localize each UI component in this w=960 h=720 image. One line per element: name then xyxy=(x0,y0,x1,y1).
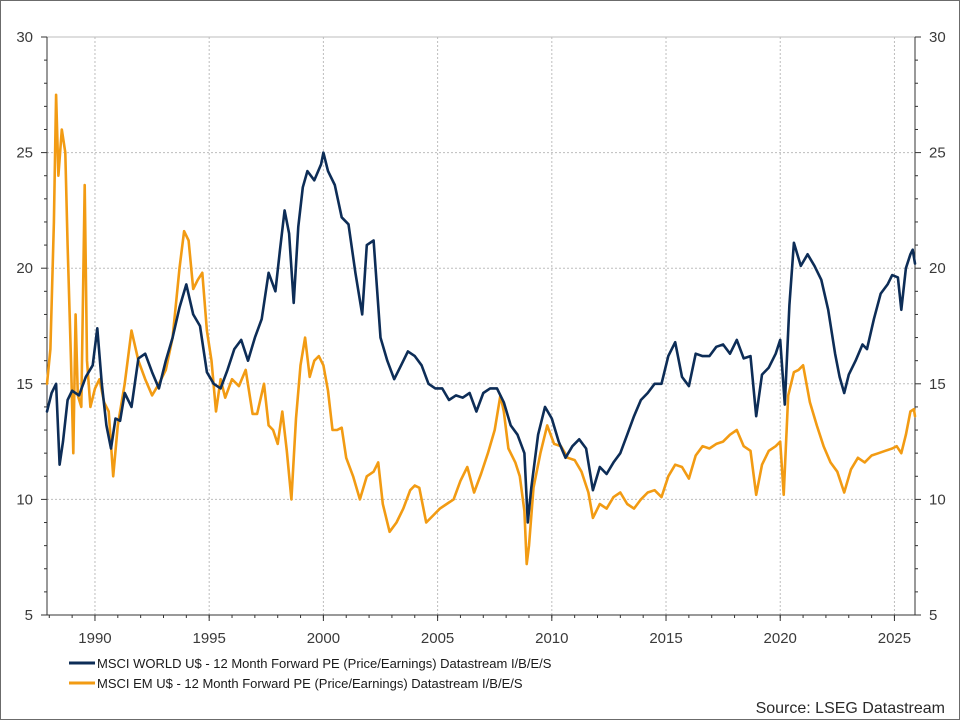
legend-label-em: MSCI EM U$ - 12 Month Forward PE (Price/… xyxy=(97,676,523,691)
x-tick-label: 2015 xyxy=(649,630,682,647)
y-tick-label-right: 5 xyxy=(929,607,937,624)
y-tick-label-right: 20 xyxy=(929,260,946,277)
x-tick-label: 2025 xyxy=(878,630,911,647)
y-tick-label-left: 10 xyxy=(16,491,33,508)
x-tick-label: 2020 xyxy=(764,630,797,647)
y-tick-label-left: 15 xyxy=(16,376,33,393)
legend-label-world: MSCI WORLD U$ - 12 Month Forward PE (Pri… xyxy=(97,656,552,671)
y-tick-label-left: 5 xyxy=(25,607,33,624)
series-line-em xyxy=(45,93,917,566)
source-label: Source: LSEG Datastream xyxy=(756,700,945,717)
y-tick-label-left: 30 xyxy=(16,29,33,46)
y-tick-label-left: 20 xyxy=(16,260,33,277)
legend: MSCI WORLD U$ - 12 Month Forward PE (Pri… xyxy=(69,656,552,691)
x-tick-label: 2005 xyxy=(421,630,454,647)
y-tick-label-right: 10 xyxy=(929,491,946,508)
series-line-world xyxy=(45,151,917,524)
y-tick-label-right: 15 xyxy=(929,376,946,393)
y-tick-label-right: 30 xyxy=(929,29,946,46)
x-tick-label: 2000 xyxy=(307,630,340,647)
x-tick-label: 1995 xyxy=(192,630,225,647)
y-tick-label-left: 25 xyxy=(16,145,33,162)
plot-border xyxy=(46,36,916,616)
x-tick-label: 2010 xyxy=(535,630,568,647)
grid xyxy=(46,36,916,616)
y-tick-label-right: 25 xyxy=(929,145,946,162)
x-tick-label: 1990 xyxy=(78,630,111,647)
series-layer xyxy=(45,93,917,566)
